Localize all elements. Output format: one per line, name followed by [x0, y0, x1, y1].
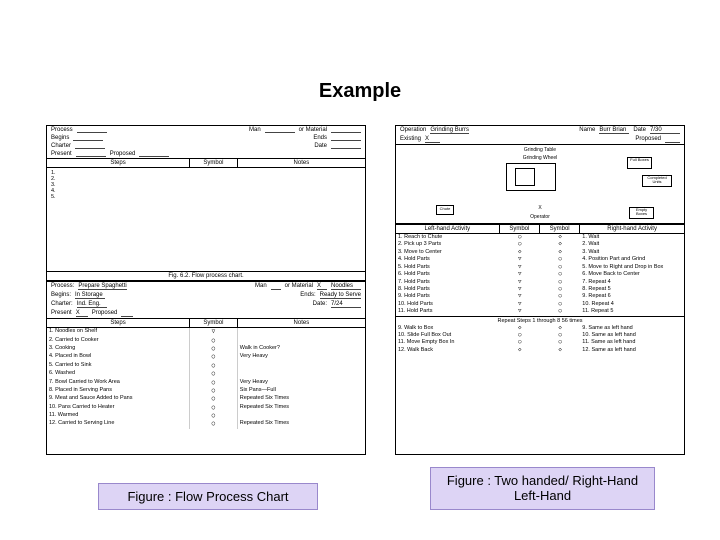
b-charter-v: Ind. Eng. [77, 301, 107, 308]
b-date-v: 7/24 [331, 301, 361, 308]
thc-sym1: Symbol [500, 225, 540, 233]
thc-left: Left-hand Activity [396, 225, 500, 233]
ws-completed: Completed Units [642, 175, 672, 187]
two-hand-row: 9. Walk to Box◇◇9. Same as left hand [396, 325, 684, 332]
two-hand-row: 11. Move Empty Box In○○11. Same as left … [396, 339, 684, 346]
blank-step-row: 5. [51, 194, 361, 200]
two-hand-row: 10. Hold Parts▽○10. Repeat 4 [396, 301, 684, 308]
b-mat-x: X [317, 283, 327, 290]
th-op: Operation [400, 127, 426, 134]
ws-title: Grinding Table [524, 147, 556, 153]
two-hand-row: 10. Slide Full Box Out○○10. Same as left… [396, 332, 684, 339]
two-hand-row: 8. Hold Parts▽○8. Repeat 5 [396, 286, 684, 293]
lbl-proposed: Proposed [110, 151, 136, 157]
b-mat2: Noodles [331, 283, 361, 290]
two-hand-row: 4. Hold Parts▽○4. Position Part and Grin… [396, 256, 684, 263]
lbl-process: Process [51, 127, 73, 133]
col-notes: Notes [238, 159, 365, 167]
flow-step-row: 12. Carried to Serving Line○Repeated Six… [47, 420, 365, 428]
two-hand-chart-figure: Operation Grinding Burrs Name Burr Brian… [395, 125, 685, 455]
lbl-charter: Charter [51, 143, 71, 149]
b-process: Process: [51, 283, 74, 290]
page-title: Example [0, 80, 720, 103]
two-hand-row: 12. Walk Back◇◇12. Same as left hand [396, 347, 684, 354]
ws-full: Full Boxes [627, 157, 652, 169]
ws-wheel: Grinding Wheel [523, 155, 557, 161]
th-name-v: Burr Brian [599, 127, 629, 134]
b-ends: Ends: [300, 292, 315, 299]
th-op-v: Grinding Burrs [430, 127, 469, 134]
flow-step-row: 3. Cooking○Walk in Cooker? [47, 345, 365, 353]
flow-step-row: 5. Carried to Sink○ [47, 362, 365, 370]
ws-operator: Operator [530, 214, 550, 220]
th-date-v: 7/30 [650, 127, 680, 134]
b-date: Date: [313, 301, 327, 308]
flow-step-row: 4. Placed in Bowl○Very Heavy [47, 353, 365, 361]
th-repeat-note: Repeat Steps 1 through 8 56 times [396, 316, 684, 325]
fig62-caption: Fig. 6.2. Flow process chart. [47, 271, 365, 280]
two-hand-row: 9. Hold Parts▽○9. Repeat 6 [396, 293, 684, 300]
two-hand-row: 2. Pick up 3 Parts○◇2. Wait [396, 241, 684, 248]
th-date: Date [633, 127, 646, 134]
b-ormat: or Material [285, 283, 313, 290]
caption-two-hand: Figure : Two handed/ Right-Hand Left-Han… [430, 467, 655, 510]
b-begins: Begins: [51, 292, 71, 299]
ws-chute: Chute [436, 205, 454, 215]
b-present: Present [51, 310, 72, 317]
two-hand-row: 3. Move to Center◇◇3. Wait [396, 249, 684, 256]
flow-step-row: 8. Placed in Serving Pans○Six Pans—Full [47, 387, 365, 395]
thc-right: Right-hand Activity [580, 225, 684, 233]
flow-process-chart-figure: Process Man or Material Begins Ends Char… [46, 125, 366, 455]
ws-empty: Empty Boxes [629, 207, 654, 219]
lbl-man: Man [249, 127, 261, 133]
lbl-date: Date [314, 143, 327, 149]
lbl-ends: Ends [313, 135, 327, 141]
flow-step-row: 7. Bowl Carried to Work Area○Very Heavy [47, 379, 365, 387]
col-symbol: Symbol [190, 159, 238, 167]
b-begins-v: In Storage [75, 292, 105, 299]
flow-step-row: 11. Warmed○ [47, 412, 365, 420]
caption-flow-chart: Figure : Flow Process Chart [98, 483, 318, 510]
lbl-begins: Begins [51, 135, 69, 141]
b-proposed: Proposed [92, 310, 118, 317]
th-exist-v: X [425, 136, 440, 143]
col-steps: Steps [47, 159, 190, 167]
two-hand-row: 11. Hold Parts▽○11. Repeat 5 [396, 308, 684, 315]
ws-grinder-inner [515, 168, 535, 186]
bc-notes: Notes [238, 319, 365, 327]
flow-step-row: 6. Washed○ [47, 370, 365, 378]
two-hand-row: 6. Hold Parts▽○6. Move Back to Center [396, 271, 684, 278]
flow-step-row: 1. Noodles on Shelf▽ [47, 328, 365, 336]
bc-steps: Steps [47, 319, 190, 327]
flow-step-row: 2. Carried to Cooker○ [47, 337, 365, 345]
b-man: Man [255, 283, 267, 290]
flow-step-row: 9. Meat and Sauce Added to Pans○Repeated… [47, 395, 365, 403]
th-prop: Proposed [635, 136, 661, 143]
two-hand-row: 5. Hold Parts▽○5. Move to Right and Drop… [396, 264, 684, 271]
two-hand-row: 1. Reach to Chute○◇1. Wait [396, 234, 684, 241]
thc-sym2: Symbol [540, 225, 580, 233]
lbl-present: Present [51, 151, 72, 157]
bc-symbol: Symbol [190, 319, 238, 327]
lbl-ormat: or Material [299, 127, 327, 133]
b-ends-v: Ready to Serve [320, 292, 361, 299]
b-process-v: Prepare Spaghetti [78, 283, 126, 290]
ws-grinder-box [506, 163, 556, 191]
b-charter: Charter: [51, 301, 73, 308]
th-exist: Existing [400, 136, 421, 143]
two-hand-row: 7. Hold Parts▽○7. Repeat 4 [396, 279, 684, 286]
flow-step-row: 10. Pans Carried to Heater○Repeated Six … [47, 404, 365, 412]
workstation-sketch: Grinding Table Grinding Wheel Full Boxes… [396, 144, 684, 224]
b-present-x: X [76, 310, 88, 317]
th-name: Name [579, 127, 595, 134]
